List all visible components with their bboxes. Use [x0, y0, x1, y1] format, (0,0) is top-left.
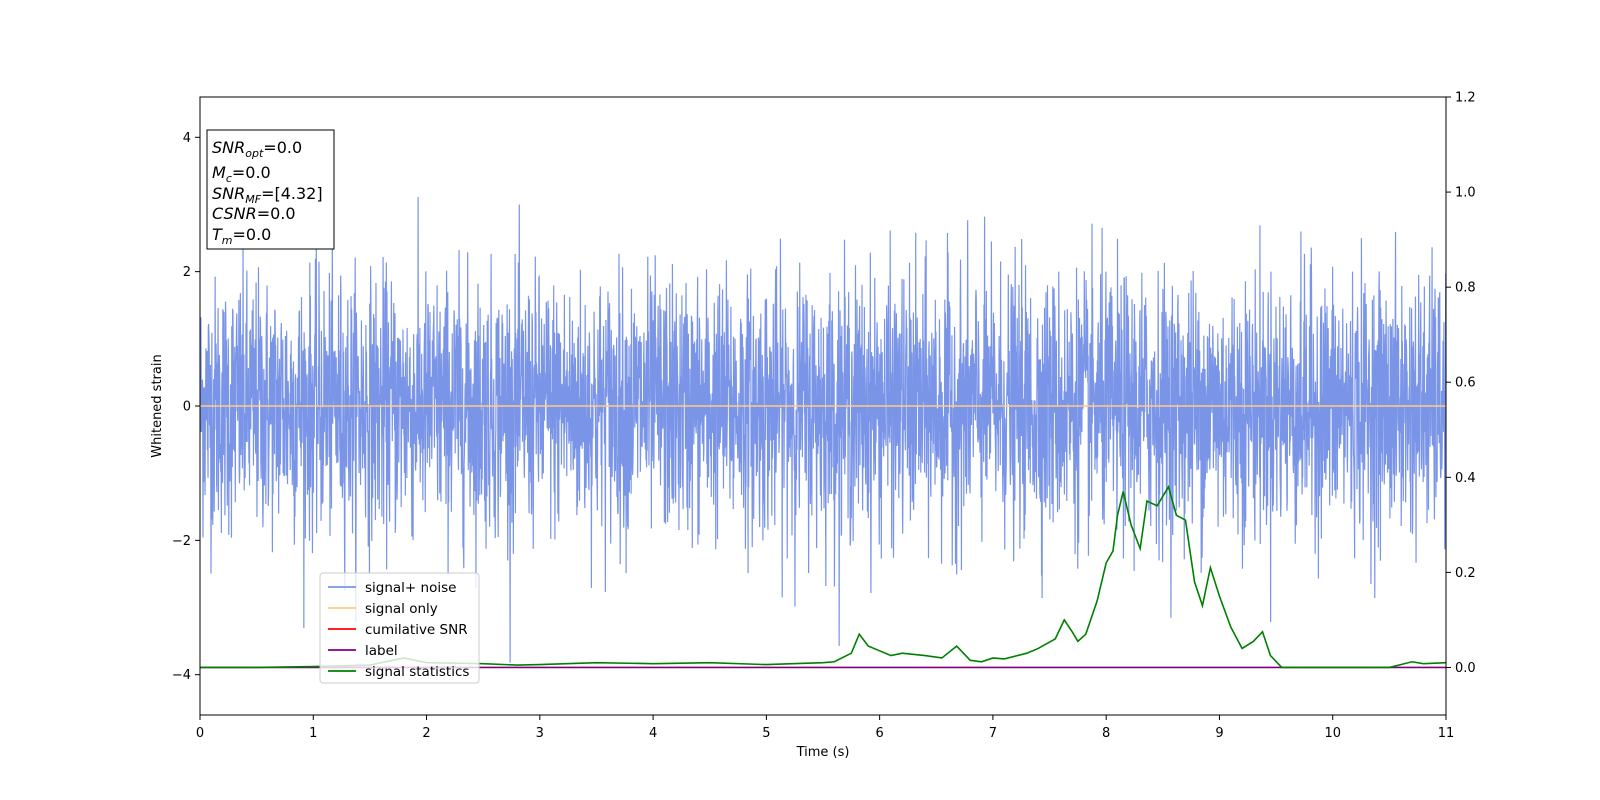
stats-value: =0.0: [263, 138, 302, 157]
stats-box-frame: [206, 129, 335, 250]
stats-symbol: M: [212, 163, 226, 182]
stats-line: CSNR=0.0: [212, 204, 296, 223]
legend-label: signal statistics: [365, 664, 469, 680]
stats-value: =0.0: [257, 204, 296, 223]
stats-symbol: T: [212, 225, 223, 244]
stats-symbol: SNR: [212, 138, 245, 157]
y-right-tick-label: 0.6: [1455, 376, 1476, 391]
stats-line: SNRMF=[4.32]: [212, 184, 323, 206]
x-tick-label: 7: [989, 726, 997, 741]
noise-series-line: [200, 196, 1446, 663]
y-axis-label: Whitened strain: [150, 354, 165, 457]
stats-subscript: m: [222, 234, 233, 247]
y-left-tick-label: 4: [183, 131, 191, 146]
x-tick-label: 6: [875, 726, 883, 741]
x-tick-label: 5: [762, 726, 770, 741]
x-axis-label: Time (s): [796, 745, 850, 760]
x-tick-label: 0: [196, 726, 204, 741]
stats-line: Mc=0.0: [212, 163, 271, 185]
y-right-tick-label: 1.0: [1455, 186, 1476, 201]
x-tick-label: 8: [1102, 726, 1110, 741]
stats-subscript: c: [226, 172, 232, 185]
stats-symbol: SNR: [212, 184, 245, 203]
x-tick-label: 4: [649, 726, 657, 741]
y-right-tick-label: 0.8: [1455, 281, 1476, 296]
stats-value: =[4.32]: [261, 184, 323, 203]
legend-label: cumilative SNR: [365, 622, 468, 638]
x-tick-label: 2: [422, 726, 430, 741]
noise-series-layer: [200, 196, 1446, 663]
y-right-tick-label: 0.2: [1455, 566, 1476, 581]
stats-value: =0.0: [233, 225, 272, 244]
stats-box: SNRopt=0.0Mc=0.0SNRMF=[4.32]CSNR=0.0Tm=0…: [206, 129, 335, 250]
ticks-layer: 0 1 2 3 4 5 6 7 8 9 10 11 −4 −2 0 2 4 0.0 0.2 0.4 0.6 0.8 1.0 1…: [172, 91, 1476, 742]
stats-subscript: MF: [245, 193, 261, 206]
stats-value: =0.0: [232, 163, 271, 182]
y-right-tick-label: 0.0: [1455, 661, 1476, 676]
stats-line: SNRopt=0.0: [212, 138, 302, 160]
stats-line: Tm=0.0: [212, 225, 271, 247]
y-left-tick-label: 0: [183, 400, 191, 415]
legend-frame: [319, 572, 480, 684]
x-tick-label: 11: [1438, 726, 1455, 741]
stats-subscript: opt: [245, 147, 264, 160]
x-tick-label: 3: [536, 726, 544, 741]
legend-label: signal+ noise: [365, 580, 456, 596]
y-right-tick-label: 0.4: [1455, 471, 1476, 486]
stats-symbol: CSNR: [212, 204, 257, 223]
legend-label: label: [365, 643, 398, 659]
y-right-tick-label: 1.2: [1455, 91, 1476, 106]
x-tick-label: 1: [309, 726, 317, 741]
legend-label: signal only: [365, 601, 438, 617]
y-left-tick-label: −2: [172, 534, 191, 549]
x-tick-label: 9: [1215, 726, 1223, 741]
legend: signal+ noise signal only cumilative SNR la…: [319, 572, 480, 684]
x-tick-label: 10: [1324, 726, 1341, 741]
y-left-tick-label: 2: [183, 265, 191, 280]
y-left-tick-label: −4: [172, 668, 191, 683]
series-line-signal-statistics: [200, 484, 1446, 669]
